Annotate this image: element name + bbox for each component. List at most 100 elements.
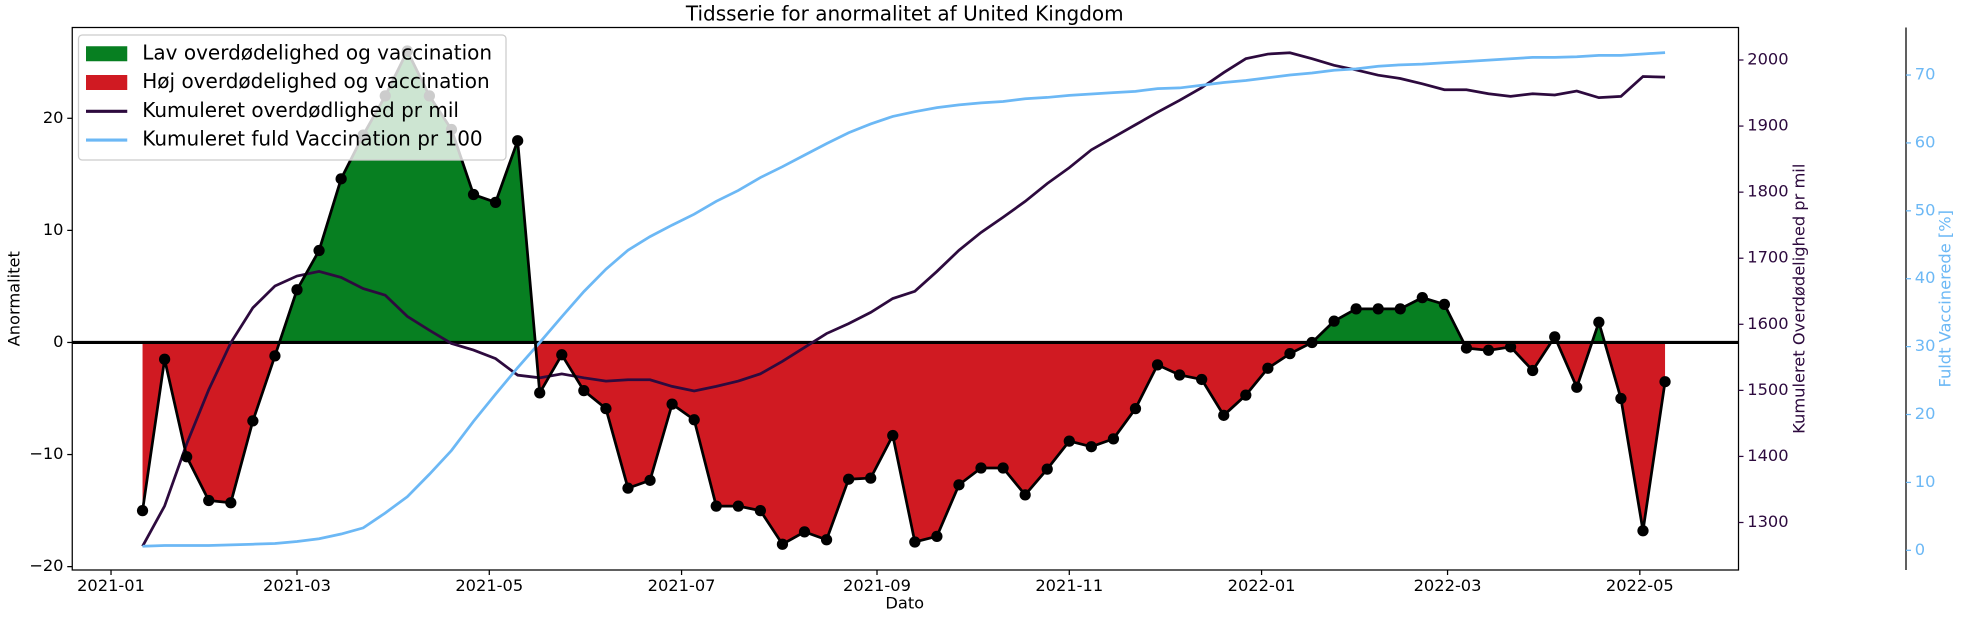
anomaly-dot <box>247 415 259 427</box>
anomaly-dot <box>1527 364 1539 377</box>
anomaly-dot <box>953 479 965 491</box>
anomaly-dot <box>1350 303 1362 315</box>
anomaly-dot <box>1019 489 1031 501</box>
anomaly-dot <box>688 414 700 426</box>
anomaly-dot <box>136 504 149 517</box>
x-tick-label: 2021-11 <box>1035 576 1103 595</box>
series-line <box>142 51 1666 548</box>
legend-text: Kumuleret overdødlighed pr mil <box>142 98 459 122</box>
anomaly-dot <box>1372 303 1384 315</box>
y-tick-label: −20 <box>29 556 63 575</box>
legend-text: Høj overdødelighed og vaccination <box>142 69 489 93</box>
x-tick-label: 2022-01 <box>1228 576 1296 595</box>
anomaly-dot <box>975 462 987 474</box>
anomaly-dot <box>732 500 744 512</box>
chart-title: Tidsserie for anormalitet af United King… <box>685 2 1124 26</box>
y3-tick-label: 10 <box>1915 472 1936 491</box>
anomaly-dot <box>1085 441 1097 453</box>
anomaly-dot <box>1262 362 1274 374</box>
anomaly-dot <box>622 482 634 494</box>
anomaly-dot <box>931 530 943 542</box>
anomaly-dot <box>1063 435 1075 447</box>
anomaly-dot <box>776 538 789 550</box>
anomaly-dot <box>909 536 921 548</box>
y-tick-label: 10 <box>43 220 64 239</box>
y3-axis-label: Fuldt Vaccinerede [%] <box>1936 210 1955 388</box>
anomaly-dot <box>269 350 281 362</box>
anomaly-dot <box>1306 336 1318 349</box>
anomaly-dot <box>1416 292 1428 304</box>
anomaly-dot <box>1240 389 1252 401</box>
anomaly-dot <box>556 349 568 361</box>
y3-tick-label: 30 <box>1915 336 1936 355</box>
y3-tick-label: 70 <box>1915 65 1936 84</box>
legend-text: Kumuleret fuld Vaccination pr 100 <box>142 127 482 151</box>
anomaly-dot <box>1218 409 1230 421</box>
anomaly-dot <box>1196 373 1208 386</box>
anomaly-dot <box>754 504 766 517</box>
anomaly-dot <box>843 473 855 485</box>
x-axis-label: Dato <box>885 593 924 612</box>
y-tick-label: −10 <box>29 444 63 463</box>
anomaly-dot <box>335 173 347 185</box>
x-tick-label: 2021-07 <box>648 576 716 595</box>
x-tick-label: 2021-05 <box>455 576 523 595</box>
anomaly-dot <box>1549 331 1561 343</box>
y3-tick-label: 20 <box>1915 404 1936 423</box>
anomaly-dot <box>710 500 722 512</box>
anomaly-dot <box>578 385 590 397</box>
anomaly-dot <box>313 244 325 257</box>
anomaly-dot <box>1173 369 1186 381</box>
anomaly-dot <box>1482 344 1495 356</box>
fill-area <box>142 342 1666 545</box>
x-tick-label: 2021-09 <box>843 576 911 595</box>
legend-patch <box>86 46 128 62</box>
y3-tick-label: 60 <box>1915 132 1936 151</box>
y-tick-label: 0 <box>53 332 63 351</box>
y3-tick-label: 40 <box>1915 268 1936 287</box>
anomaly-dot <box>865 472 877 484</box>
y2-tick-label: 1400 <box>1747 446 1788 465</box>
anomaly-dot <box>1571 381 1583 393</box>
x-tick-label: 2022-05 <box>1606 576 1674 595</box>
anomaly-dot <box>467 188 480 201</box>
y3-tick-label: 50 <box>1915 200 1936 219</box>
fill-area <box>142 51 1666 343</box>
anomaly-dot <box>1394 303 1406 315</box>
anomaly-dot <box>1637 525 1649 537</box>
plot-frame <box>71 26 1740 571</box>
anomaly-dot <box>798 526 811 538</box>
anomaly-dot <box>158 353 171 365</box>
x-tick-label: 2022-03 <box>1414 576 1482 595</box>
y2-tick-label: 1900 <box>1747 116 1788 135</box>
anomaly-dot <box>225 497 237 509</box>
anomaly-dot <box>1328 315 1340 327</box>
anomaly-dot <box>1151 359 1164 371</box>
anomaly-dot <box>489 196 502 208</box>
anomaly-dot <box>1284 348 1296 360</box>
anomaly-dot <box>887 429 899 442</box>
anomaly-dot <box>291 284 303 296</box>
x-tick-label: 2021-01 <box>77 576 145 595</box>
anomaly-dot <box>203 494 215 507</box>
anomaly-dot <box>820 534 833 546</box>
y2-tick-label: 1800 <box>1747 182 1788 201</box>
anomaly-dot <box>644 474 656 486</box>
x-tick-label: 2021-03 <box>263 576 331 595</box>
anomaly-dot <box>1041 463 1053 475</box>
anomaly-dot <box>534 387 546 399</box>
anomaly-dot <box>1438 298 1451 310</box>
anomaly-dot <box>1593 316 1605 328</box>
anomaly-dot <box>1659 376 1671 388</box>
anomaly-dot <box>1107 433 1120 445</box>
anomaly-dot <box>1615 392 1627 405</box>
y3-tick-label: 0 <box>1915 540 1925 559</box>
anomaly-dot <box>666 398 678 410</box>
series-line <box>141 51 1666 547</box>
legend-patch <box>86 75 128 90</box>
y2-tick-label: 1600 <box>1747 314 1788 333</box>
y2-tick-label: 1500 <box>1747 380 1788 399</box>
anomaly-dot <box>1129 402 1142 415</box>
